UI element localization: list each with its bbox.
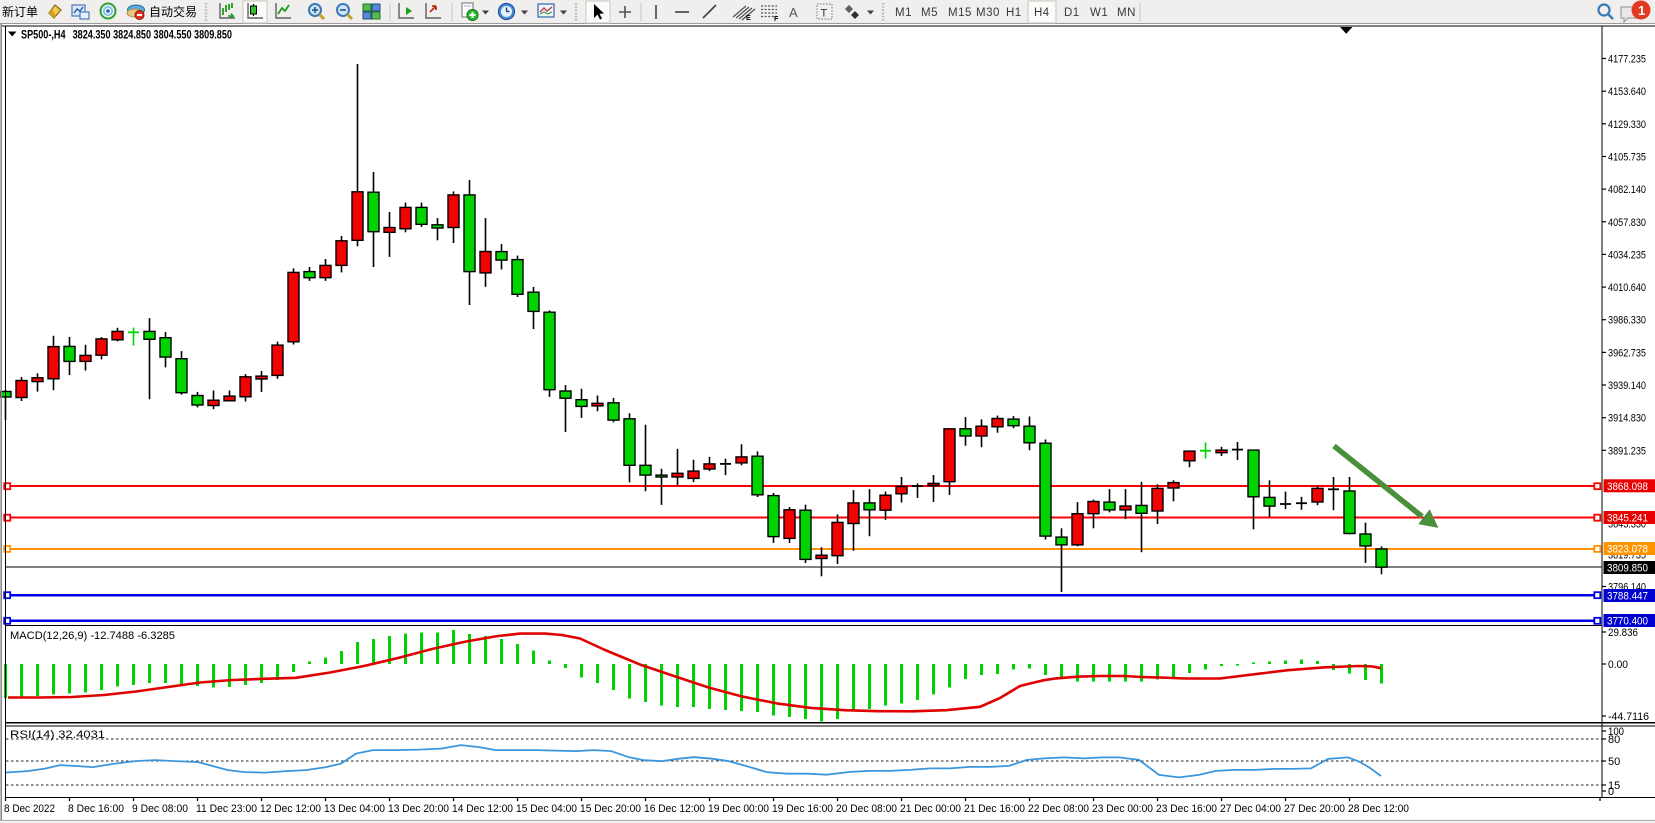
svg-text:4129.330: 4129.330 (1608, 119, 1646, 131)
svg-text:3845.241: 3845.241 (1607, 513, 1648, 525)
svg-text:H4: H4 (1034, 7, 1050, 19)
svg-text:0: 0 (1608, 786, 1614, 798)
svg-text:自动交易: 自动交易 (149, 4, 197, 19)
svg-text:100: 100 (1608, 726, 1624, 738)
svg-text:29.836: 29.836 (1608, 627, 1638, 639)
svg-text:27 Dec 04:00: 27 Dec 04:00 (1220, 803, 1281, 815)
svg-text:-44.7116: -44.7116 (1608, 711, 1649, 723)
svg-text:MACD(12,26,9) -12.7488 -6.3285: MACD(12,26,9) -12.7488 -6.3285 (10, 630, 175, 642)
svg-text:23 Dec 00:00: 23 Dec 00:00 (1092, 803, 1153, 815)
svg-text:20 Dec 08:00: 20 Dec 08:00 (836, 803, 897, 815)
svg-text:W1: W1 (1090, 7, 1108, 19)
svg-text:27 Dec 20:00: 27 Dec 20:00 (1284, 803, 1345, 815)
svg-text:3891.235: 3891.235 (1608, 445, 1646, 457)
svg-text:M5: M5 (921, 7, 938, 19)
svg-text:3809.850: 3809.850 (1607, 563, 1648, 575)
svg-text:14 Dec 12:00: 14 Dec 12:00 (452, 803, 513, 815)
svg-text:A: A (789, 5, 798, 20)
svg-text:3939.140: 3939.140 (1608, 380, 1646, 392)
svg-text:15 Dec 20:00: 15 Dec 20:00 (580, 803, 641, 815)
svg-text:4034.235: 4034.235 (1608, 249, 1646, 261)
svg-text:15 Dec 04:00: 15 Dec 04:00 (516, 803, 577, 815)
svg-text:3823.078: 3823.078 (1607, 544, 1648, 556)
svg-text:MN: MN (1117, 7, 1136, 19)
svg-text:RSI(14) 32.4031: RSI(14) 32.4031 (10, 729, 105, 741)
svg-text:D1: D1 (1064, 7, 1080, 19)
svg-text:SP500-,H4 3824.350 3824.850 3: SP500-,H4 3824.350 3824.850 3804.550 380… (21, 30, 232, 42)
svg-text:4177.235: 4177.235 (1608, 54, 1646, 66)
svg-text:M30: M30 (976, 7, 1000, 19)
svg-text:23 Dec 16:00: 23 Dec 16:00 (1156, 803, 1217, 815)
svg-text:21 Dec 00:00: 21 Dec 00:00 (900, 803, 961, 815)
svg-text:12 Dec 12:00: 12 Dec 12:00 (260, 803, 321, 815)
svg-text:15: 15 (1608, 780, 1620, 792)
svg-text:3788.447: 3788.447 (1607, 591, 1648, 603)
svg-text:3914.830: 3914.830 (1608, 413, 1646, 425)
svg-text:3962.735: 3962.735 (1608, 347, 1646, 359)
svg-text:0.00: 0.00 (1608, 659, 1628, 671)
svg-text:H1: H1 (1006, 7, 1022, 19)
svg-text:80: 80 (1608, 734, 1620, 746)
svg-text:新订单: 新订单 (2, 4, 38, 19)
svg-text:4153.640: 4153.640 (1608, 86, 1646, 98)
svg-text:M15: M15 (948, 7, 972, 19)
svg-text:22 Dec 08:00: 22 Dec 08:00 (1028, 803, 1089, 815)
svg-text:8 Dec 16:00: 8 Dec 16:00 (68, 803, 124, 815)
svg-text:19 Dec 00:00: 19 Dec 00:00 (708, 803, 769, 815)
svg-text:50: 50 (1608, 756, 1620, 768)
svg-text:8 Dec 2022: 8 Dec 2022 (4, 803, 55, 815)
svg-text:21 Dec 16:00: 21 Dec 16:00 (964, 803, 1025, 815)
svg-text:E: E (746, 15, 751, 22)
svg-text:M1: M1 (895, 7, 912, 19)
svg-text:16 Dec 12:00: 16 Dec 12:00 (644, 803, 705, 815)
svg-text:28 Dec 12:00: 28 Dec 12:00 (1348, 803, 1409, 815)
svg-text:4105.735: 4105.735 (1608, 152, 1646, 164)
svg-text:13 Dec 04:00: 13 Dec 04:00 (324, 803, 385, 815)
svg-text:13 Dec 20:00: 13 Dec 20:00 (388, 803, 449, 815)
svg-text:3868.098: 3868.098 (1607, 481, 1648, 493)
svg-text:9 Dec 08:00: 9 Dec 08:00 (132, 803, 188, 815)
svg-text:3770.400: 3770.400 (1607, 616, 1648, 628)
svg-text:19 Dec 16:00: 19 Dec 16:00 (772, 803, 833, 815)
svg-text:4010.640: 4010.640 (1608, 282, 1646, 294)
svg-text:11 Dec 23:00: 11 Dec 23:00 (196, 803, 257, 815)
svg-text:F: F (774, 16, 779, 23)
svg-text:3986.330: 3986.330 (1608, 315, 1646, 327)
svg-text:1: 1 (1638, 3, 1645, 18)
svg-text:4082.140: 4082.140 (1608, 184, 1646, 196)
svg-text:4057.830: 4057.830 (1608, 217, 1646, 229)
svg-text:T: T (821, 8, 828, 20)
